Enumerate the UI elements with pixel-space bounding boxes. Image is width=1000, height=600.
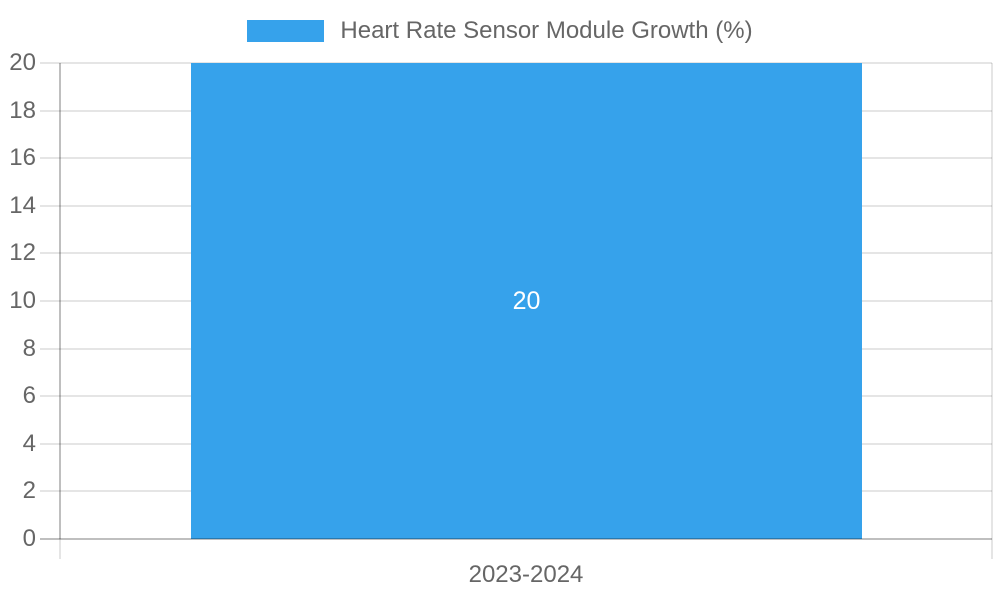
y-axis-tick-label: 2 [22, 477, 36, 505]
y-axis-tick-label: 10 [9, 287, 36, 314]
x-axis-left-tick [59, 539, 61, 559]
y-axis-line [59, 63, 61, 539]
x-axis-baseline [40, 538, 992, 540]
bar-2023-2024[interactable]: 20 [191, 63, 862, 539]
y-axis-tick-label: 6 [22, 382, 36, 410]
y-axis-tick-label: 18 [9, 96, 36, 124]
x-axis-category-label: 2023-2024 [468, 561, 584, 588]
x-axis-right-boundary-line [991, 63, 993, 559]
legend-label: Heart Rate Sensor Module Growth (%) [340, 17, 753, 44]
legend-swatch [247, 20, 325, 42]
legend-item[interactable]: Heart Rate Sensor Module Growth (%) [0, 17, 1000, 45]
y-axis-tick-label: 14 [9, 191, 36, 219]
bar-value-label: 20 [512, 286, 541, 315]
y-axis-tick-label: 16 [9, 144, 36, 172]
y-axis-tick-label: 20 [9, 49, 36, 76]
y-axis-tick-label: 4 [22, 429, 36, 457]
y-axis-tick-label: 12 [9, 239, 36, 267]
y-axis-tick-label: 8 [22, 334, 36, 362]
y-axis-tick-label: 0 [22, 525, 36, 552]
